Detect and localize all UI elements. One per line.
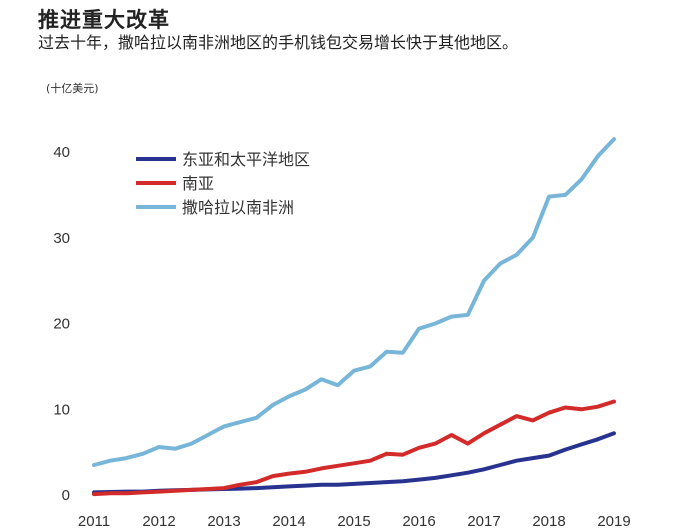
y-tick-label: 0 — [62, 487, 70, 504]
legend-label: 撒哈拉以南非洲 — [182, 198, 294, 217]
y-tick-label: 10 — [53, 401, 70, 418]
x-tick-label: 2018 — [532, 513, 565, 530]
x-tick-label: 2011 — [78, 513, 110, 530]
x-tick-label: 2015 — [337, 513, 370, 530]
series-line-2 — [92, 137, 616, 467]
series-line-1 — [92, 399, 616, 497]
legend-label: 东亚和太平洋地区 — [182, 150, 310, 169]
legend-label: 南亚 — [182, 174, 214, 193]
x-tick-label: 2019 — [597, 513, 630, 530]
x-tick-label: 2017 — [467, 513, 500, 530]
x-tick-label: 2016 — [402, 513, 435, 530]
y-tick-label: 30 — [53, 230, 70, 247]
y-axis-unit-label: (十亿美元) — [46, 82, 99, 95]
y-tick-label: 20 — [53, 316, 70, 333]
x-tick-label: 2013 — [207, 513, 240, 530]
chart-subtitle: 过去十年，撒哈拉以南非洲地区的手机钱包交易增长快于其他地区。 — [38, 33, 519, 52]
chart-title: 推进重大改革 — [38, 8, 170, 32]
y-tick-label: 40 — [53, 144, 70, 161]
x-tick-label: 2014 — [272, 513, 305, 530]
x-tick-label: 2012 — [142, 513, 175, 530]
